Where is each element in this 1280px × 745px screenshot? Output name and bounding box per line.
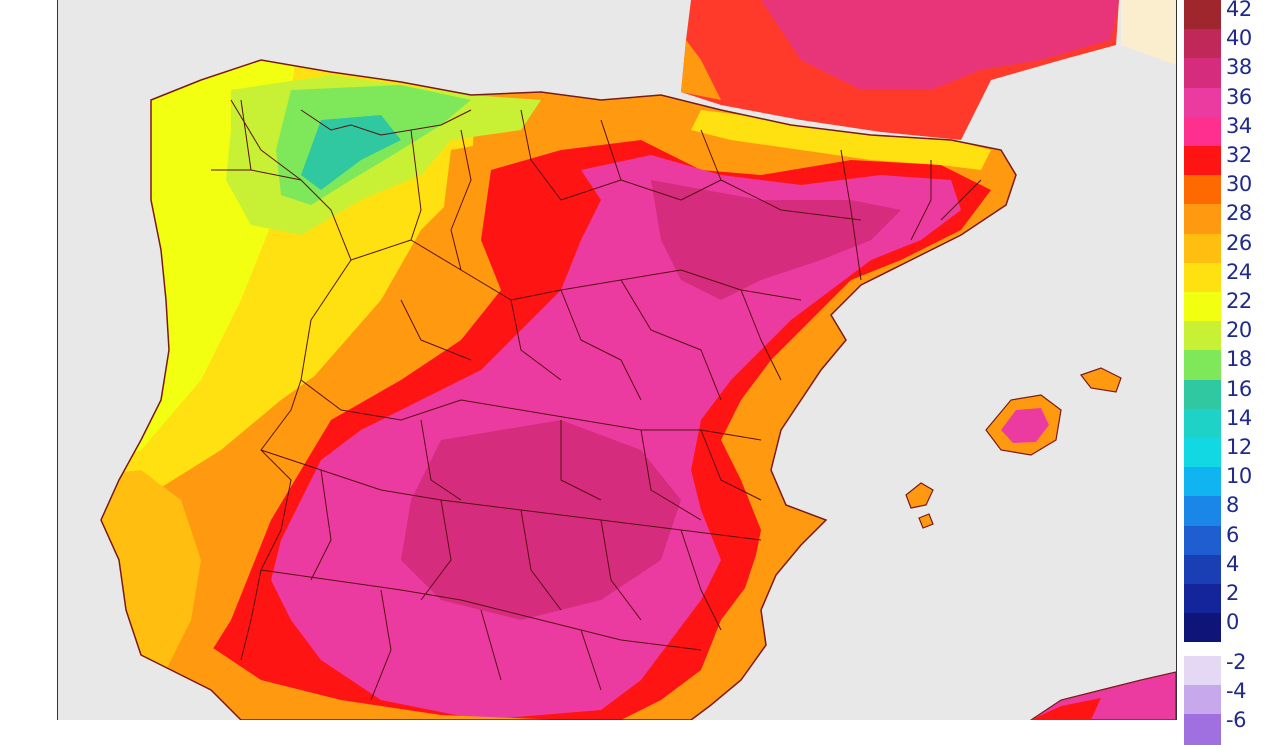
legend-label: 22 <box>1226 289 1252 313</box>
legend-label: 0 <box>1226 610 1239 635</box>
legend-label: -4 <box>1226 679 1246 704</box>
legend-swatch <box>1184 262 1221 293</box>
legend-label: 36 <box>1226 84 1252 109</box>
legend-swatch <box>1184 379 1221 410</box>
legend-label: 20 <box>1226 318 1252 343</box>
legend-swatch <box>1184 116 1221 147</box>
legend-swatch <box>1184 175 1221 206</box>
legend-swatch <box>1184 584 1221 615</box>
legend-label: 26 <box>1226 230 1252 255</box>
legend-label: 10 <box>1226 464 1252 489</box>
north-africa-region <box>1029 671 1176 720</box>
legend-label: 30 <box>1226 172 1252 197</box>
legend-label: 38 <box>1226 55 1252 80</box>
province-borders <box>211 99 982 701</box>
iberian-peninsula-map <box>100 0 1176 720</box>
legend-swatch <box>1184 350 1221 381</box>
legend-swatch <box>1184 554 1221 585</box>
legend-swatch <box>1184 467 1221 498</box>
temperature-map <box>57 0 1177 720</box>
legend-swatch <box>1184 204 1221 235</box>
legend-swatch <box>1184 233 1221 264</box>
balearic-islands <box>905 367 1122 529</box>
legend-gap <box>1184 642 1221 656</box>
legend-swatch <box>1184 613 1221 644</box>
legend-swatch <box>1184 496 1221 527</box>
legend-swatch <box>1184 321 1221 352</box>
legend-swatch <box>1184 87 1221 118</box>
legend-label: -2 <box>1226 650 1246 674</box>
legend-swatch <box>1184 656 1221 687</box>
legend-swatch <box>1184 685 1221 716</box>
france-region <box>681 0 1176 140</box>
legend-label: 34 <box>1226 113 1252 138</box>
legend-swatch <box>1184 0 1221 31</box>
temperature-legend <box>1184 0 1280 745</box>
legend-label: 8 <box>1226 493 1239 518</box>
legend-label: 16 <box>1226 376 1252 401</box>
legend-swatch <box>1184 58 1221 89</box>
legend-swatch <box>1184 408 1221 439</box>
legend-swatch <box>1184 438 1221 469</box>
iberia-land <box>101 60 1016 720</box>
legend-label: 28 <box>1226 201 1252 226</box>
legend-swatch <box>1184 29 1221 60</box>
legend-swatch <box>1184 525 1221 556</box>
legend-label: 18 <box>1226 347 1252 372</box>
legend-label: 2 <box>1226 581 1239 605</box>
legend-label: 40 <box>1226 26 1252 51</box>
legend-swatch <box>1184 714 1221 745</box>
legend-label: -6 <box>1226 708 1246 733</box>
legend-label: 4 <box>1226 551 1239 576</box>
legend-swatch <box>1184 292 1221 323</box>
legend-label: 32 <box>1226 143 1252 167</box>
legend-label: 6 <box>1226 522 1239 547</box>
legend-label: 24 <box>1226 259 1252 284</box>
legend-swatch <box>1184 146 1221 177</box>
legend-label: 12 <box>1226 435 1252 459</box>
legend-label: 14 <box>1226 405 1252 430</box>
legend-label: 42 <box>1226 0 1252 21</box>
